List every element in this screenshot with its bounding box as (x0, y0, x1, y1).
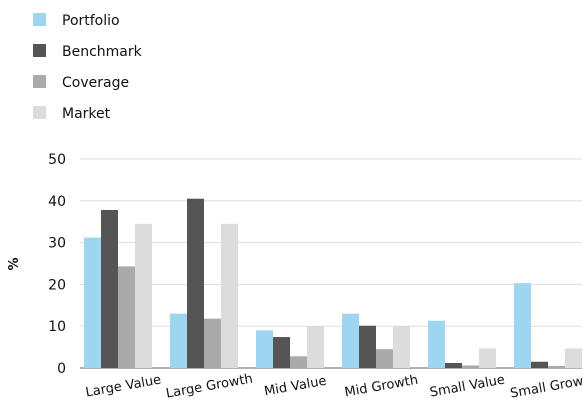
bar-benchmark (273, 337, 290, 368)
bar-coverage (376, 349, 393, 368)
legend-label-coverage: Coverage (62, 75, 129, 91)
x-category-label: Small Value (429, 373, 506, 401)
x-category-label: Large Value (84, 373, 162, 401)
legend-swatch-benchmark (33, 44, 46, 57)
bar-market (393, 326, 410, 368)
legend-label-benchmark: Benchmark (62, 44, 143, 60)
legend-label-market: Market (62, 106, 111, 122)
bar-benchmark (531, 361, 548, 368)
bar-market (135, 223, 152, 368)
bar-benchmark (187, 198, 204, 368)
y-tick-label: 20 (48, 277, 66, 293)
bar-portfolio (428, 320, 445, 368)
bar-coverage (462, 365, 479, 368)
x-category-label: Mid Value (263, 374, 328, 400)
bar-market (307, 326, 324, 368)
bar-portfolio (342, 313, 359, 368)
x-category-label: Small Growth (509, 372, 583, 402)
x-axis: Large Value Large Growth Mid Value Mid Grow… (84, 372, 583, 402)
legend-swatch-portfolio (33, 13, 46, 26)
y-tick-label: 10 (48, 319, 66, 335)
y-axis-label: % (7, 257, 22, 270)
bar-portfolio (256, 330, 273, 368)
bar-market (565, 348, 582, 368)
bar-coverage (290, 356, 307, 368)
gridlines (80, 158, 582, 369)
bar-portfolio (84, 237, 101, 368)
legend-label-portfolio: Portfolio (62, 13, 120, 29)
bar-market (221, 223, 238, 368)
bar-coverage (118, 266, 135, 368)
legend-swatch-market (33, 106, 46, 119)
legend-swatch-coverage (33, 75, 46, 88)
bars (84, 198, 582, 368)
x-category-label: Large Growth (165, 372, 254, 402)
bar-market (479, 348, 496, 368)
x-category-label: Mid Growth (344, 373, 420, 401)
y-tick-label: 0 (57, 361, 66, 377)
y-axis: 0 10 20 30 40 50% (7, 152, 66, 377)
bar-portfolio (170, 313, 187, 368)
bar-coverage (204, 318, 221, 368)
y-tick-label: 40 (48, 194, 66, 210)
bar-benchmark (359, 325, 376, 368)
bar-portfolio (514, 283, 531, 368)
y-tick-label: 30 (48, 236, 66, 252)
legend: Portfolio Benchmark Coverage Market (33, 13, 143, 122)
y-tick-label: 50 (48, 152, 66, 168)
bar-benchmark (445, 362, 462, 368)
bar-benchmark (101, 209, 118, 368)
bar-coverage (548, 365, 565, 368)
